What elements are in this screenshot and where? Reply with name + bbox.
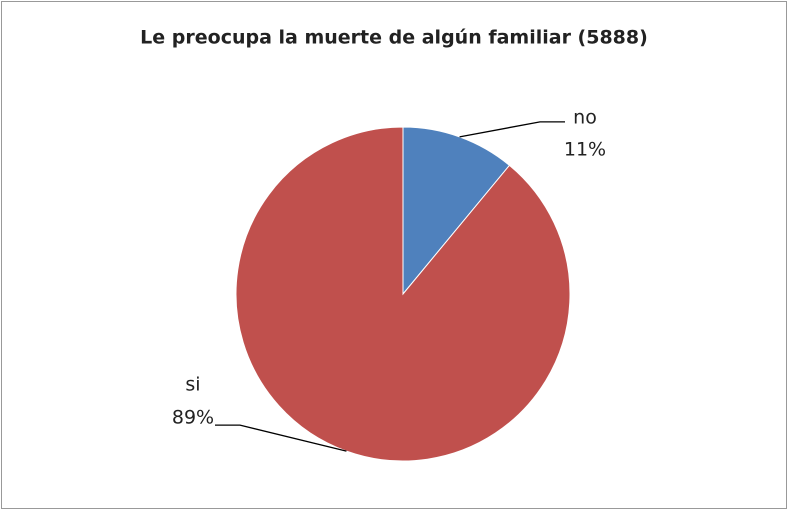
slice-label: no: [573, 106, 597, 128]
pie-slice: [402, 126, 511, 296]
leader-line: [215, 424, 347, 452]
chart-title: Le preocupa la muerte de algún familiar …: [140, 27, 648, 49]
leader-line: [459, 121, 565, 138]
pie-slice: [235, 126, 571, 462]
slice-value-label: 11%: [564, 138, 606, 160]
slice-label: si: [185, 374, 200, 396]
slice-value-label: 89%: [172, 407, 214, 429]
